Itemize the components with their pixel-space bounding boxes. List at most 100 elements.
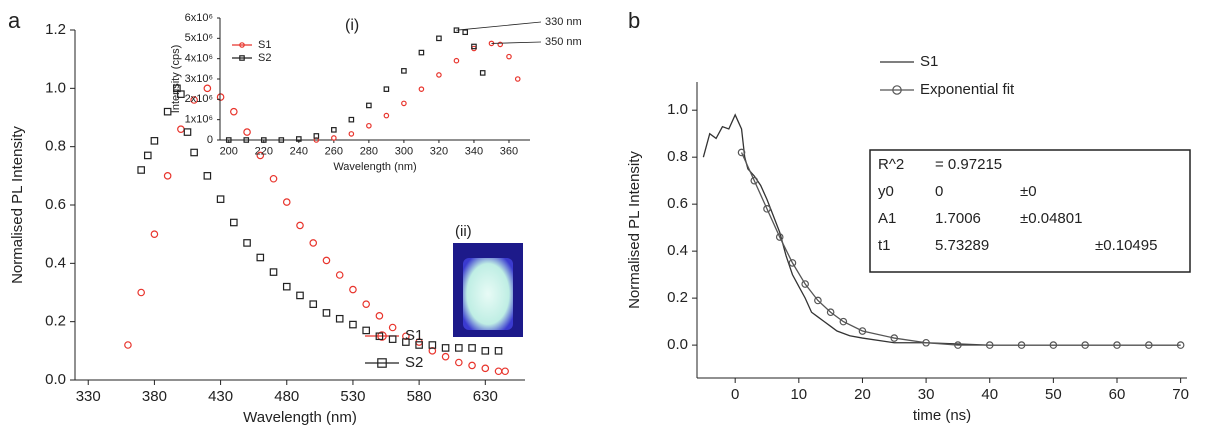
- marker: [494, 367, 503, 376]
- marker: [1145, 341, 1153, 349]
- marker: [441, 352, 450, 361]
- panel-label: a: [8, 8, 21, 33]
- x-tick-label: 360: [500, 146, 518, 158]
- x-axis-title: Wavelength (nm): [243, 409, 357, 426]
- annotation-leader: [491, 41, 542, 44]
- marker: [269, 268, 278, 276]
- y-tick-label: 0.0: [45, 371, 66, 388]
- x-tick-label: 260: [325, 146, 343, 158]
- marker: [143, 151, 152, 160]
- marker: [737, 148, 746, 157]
- y-tick-label: 5x10⁶: [185, 32, 213, 44]
- legend-label: S2: [405, 354, 423, 371]
- fit-table-cell: = 0.97215: [935, 156, 1002, 173]
- y-axis-title: Normalised PL Intensity: [9, 126, 26, 284]
- marker: [401, 68, 407, 74]
- marker: [401, 100, 407, 107]
- x-tick-label: 220: [255, 146, 273, 158]
- marker: [137, 166, 145, 174]
- y-tick-label: 2x10⁶: [185, 93, 213, 105]
- marker: [418, 86, 425, 92]
- marker: [383, 86, 390, 92]
- marker: [260, 137, 267, 143]
- x-tick-label: 340: [465, 146, 483, 158]
- y-tick-label: 0.8: [667, 148, 688, 165]
- x-tick-label: 60: [1109, 386, 1126, 403]
- marker: [501, 367, 509, 376]
- marker: [479, 70, 486, 76]
- marker: [203, 84, 212, 93]
- marker: [177, 125, 185, 133]
- marker: [203, 172, 212, 180]
- marker: [150, 230, 159, 238]
- marker: [296, 291, 304, 300]
- marker: [788, 259, 797, 267]
- marker: [190, 96, 198, 104]
- y-tick-label: 0.4: [667, 242, 688, 259]
- series-line: [702, 113, 1181, 346]
- marker: [775, 233, 784, 241]
- x-tick-label: 40: [981, 386, 998, 403]
- marker: [362, 326, 370, 335]
- marker: [441, 344, 450, 352]
- marker: [954, 341, 962, 349]
- marker: [436, 72, 442, 78]
- photo-label: (ii): [455, 223, 472, 240]
- fit-table-cell: 5.73289: [935, 237, 989, 254]
- fit-table-cell: 1.7006: [935, 210, 981, 227]
- marker: [173, 84, 181, 93]
- y-tick-label: 0: [207, 134, 213, 146]
- series-line: [740, 152, 1181, 346]
- y-tick-label: 0.6: [45, 196, 66, 213]
- x-tick-label: 20: [854, 386, 871, 403]
- legend-label: S1: [920, 53, 938, 70]
- marker: [1176, 341, 1185, 349]
- marker: [335, 271, 344, 279]
- x-tick-label: 50: [1045, 386, 1062, 403]
- marker: [468, 344, 476, 352]
- legend-label: S2: [258, 52, 271, 64]
- marker: [256, 151, 265, 160]
- marker: [750, 176, 759, 185]
- marker: [418, 49, 425, 56]
- marker: [388, 335, 397, 343]
- x-axis-title: Wavelength (nm): [333, 161, 416, 173]
- marker: [1081, 341, 1089, 349]
- marker: [278, 137, 285, 143]
- y-tick-label: 0.0: [667, 336, 688, 353]
- marker: [801, 280, 809, 288]
- marker: [890, 334, 899, 342]
- marker: [514, 76, 521, 82]
- x-tick-label: 70: [1172, 386, 1189, 403]
- y-tick-label: 0.2: [667, 289, 688, 306]
- marker: [348, 131, 355, 137]
- marker: [366, 102, 372, 109]
- marker: [922, 338, 930, 347]
- marker: [230, 107, 238, 116]
- x-tick-label: 320: [430, 146, 448, 158]
- marker: [471, 43, 477, 50]
- marker: [163, 172, 172, 180]
- marker: [814, 296, 822, 305]
- marker: [183, 128, 192, 136]
- legend-label: Exponential fit: [920, 81, 1015, 98]
- marker: [349, 285, 357, 294]
- legend-marker: [239, 55, 245, 61]
- marker: [256, 253, 265, 262]
- marker: [362, 300, 370, 308]
- marker: [1049, 341, 1058, 349]
- marker: [190, 148, 198, 157]
- x-tick-label: 480: [274, 388, 299, 405]
- annotation: 350 nm: [545, 36, 582, 48]
- legend-marker: [377, 331, 387, 341]
- marker: [481, 347, 490, 355]
- annotation-leader: [456, 21, 542, 31]
- x-tick-label: 630: [473, 388, 498, 405]
- y-tick-label: 6x10⁶: [185, 12, 213, 24]
- marker: [455, 358, 463, 367]
- marker: [453, 57, 460, 64]
- fit-table-cell: t1: [878, 237, 891, 254]
- marker: [366, 122, 372, 129]
- marker: [481, 364, 490, 373]
